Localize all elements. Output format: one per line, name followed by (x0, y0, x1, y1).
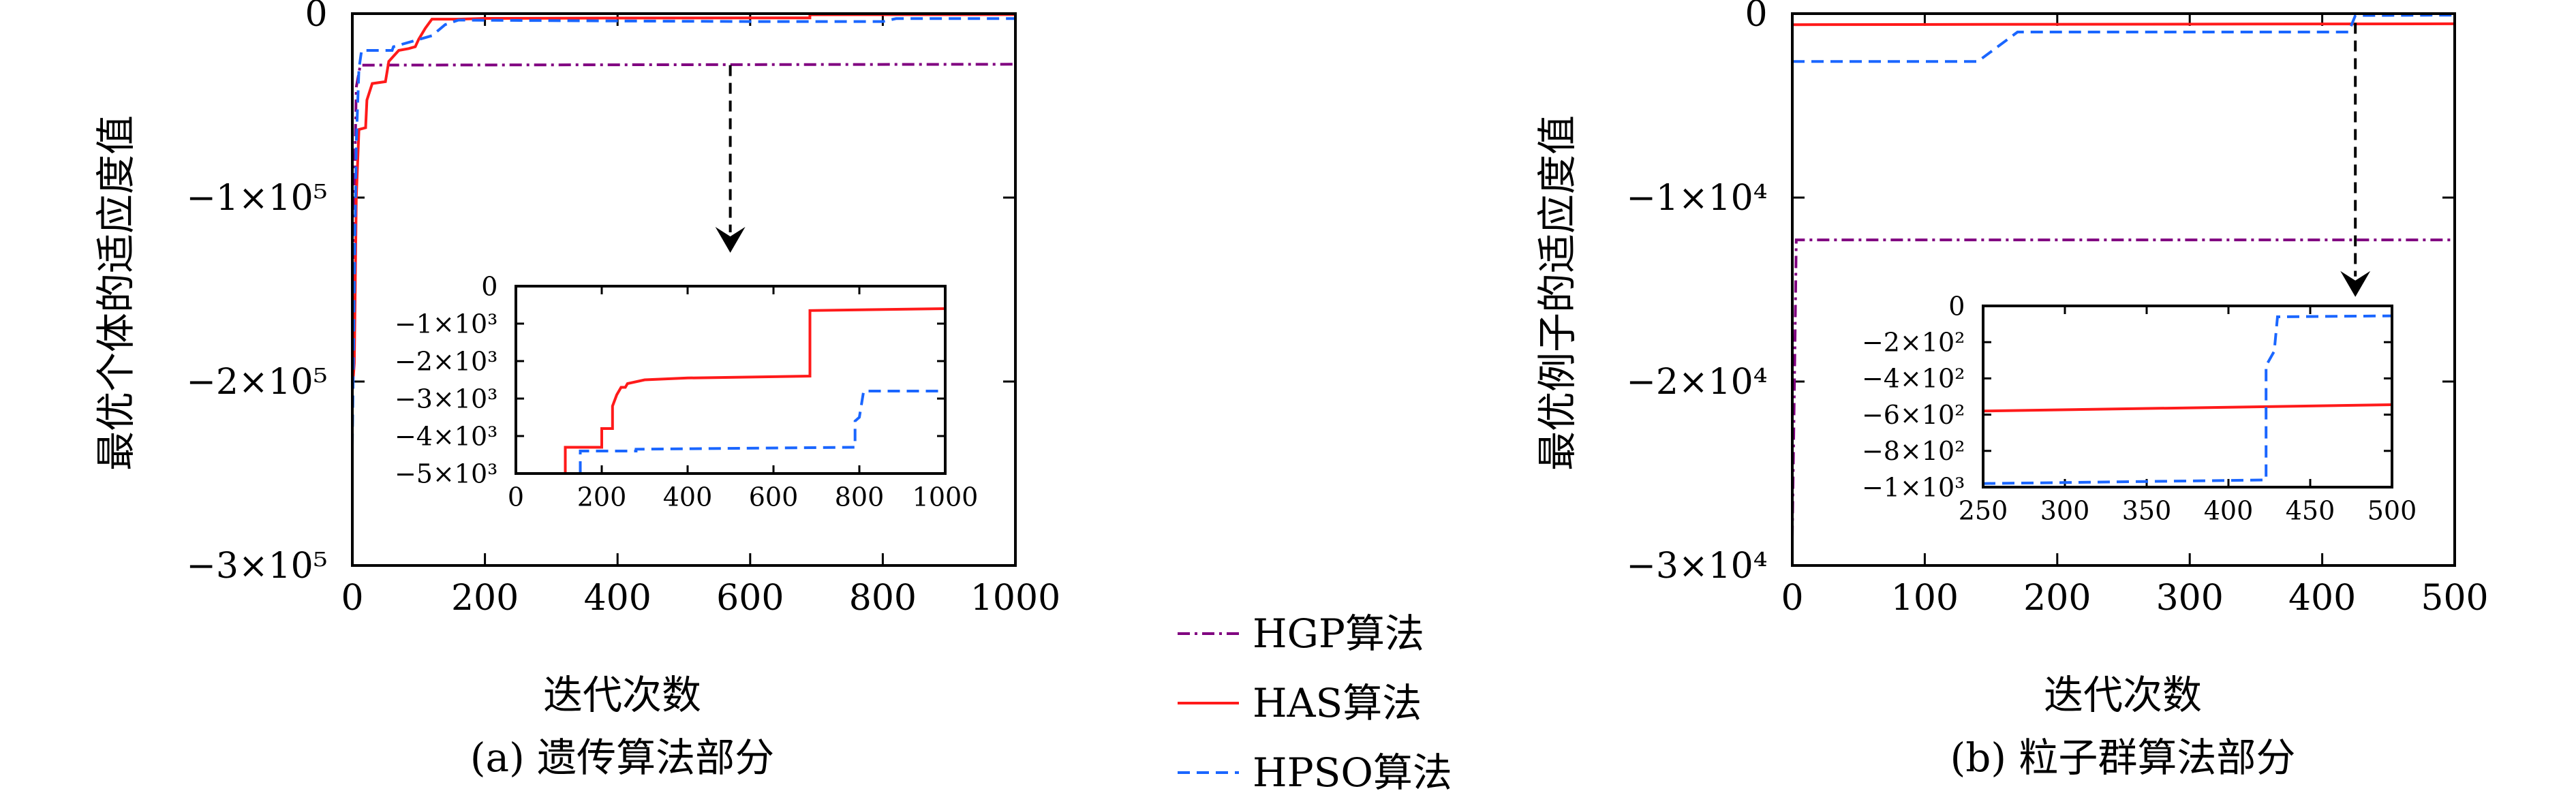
y-tick-label: −3×10⁵ (186, 546, 327, 587)
series-line (1983, 314, 2392, 485)
arrow-head (715, 227, 746, 253)
x-axis-label: 迭代次数 (2044, 672, 2202, 718)
series-line (352, 17, 1015, 446)
chart-b: 0 100 200 300 400 500 0 −1×10⁴ −2×10⁴ −3×10⁴ 250 30… (1534, 0, 2489, 781)
y-tick-label: −4×10³ (395, 421, 497, 451)
x-tick-label: 200 (451, 578, 519, 619)
x-tick-label: 250 (1959, 496, 2008, 526)
plot-area (516, 286, 945, 474)
y-tick-label: −1×10⁴ (1626, 178, 1767, 219)
x-tick-label: 200 (577, 482, 627, 512)
x-tick-label: 350 (2122, 496, 2172, 526)
series-line (352, 14, 1015, 391)
y-tick-label: −1×10⁵ (186, 178, 327, 219)
x-tick-label: 800 (849, 578, 917, 619)
series-line (1792, 14, 2455, 63)
x-tick-label: 400 (663, 482, 713, 512)
y-tick-label: −2×10⁵ (186, 362, 327, 403)
y-tick-label: −6×10² (1862, 400, 1965, 430)
x-tick-label: 500 (2421, 578, 2488, 619)
y-axis-label: 最优例子的适应度值 (1534, 115, 1580, 471)
x-tick-label: 1000 (970, 578, 1060, 619)
x-tick-label: 200 (2023, 578, 2091, 619)
y-tick-label: −8×10² (1862, 436, 1965, 466)
x-tick-label: 0 (508, 482, 524, 512)
y-tick-label: −3×10³ (395, 384, 497, 414)
y-tick-label: −5×10³ (395, 459, 497, 488)
x-tick-label: 400 (2204, 496, 2254, 526)
y-tick-label: −1×10³ (1862, 472, 1965, 502)
y-tick-label: 0 (1948, 291, 1965, 321)
legend-label: HGP算法 (1253, 610, 1424, 657)
y-tick-label: −1×10³ (395, 309, 497, 339)
series-line (1983, 403, 2392, 413)
subfigure-caption: (a) 遗传算法部分 (470, 734, 774, 781)
subfigure-caption: (b) 粒子群算法部分 (1950, 734, 2296, 781)
plot-frame (1982, 305, 2393, 488)
y-tick-label: −4×10² (1862, 364, 1965, 394)
plot-frame (351, 12, 1017, 567)
x-tick-label: 600 (716, 578, 784, 619)
series-line (564, 307, 945, 474)
x-tick-label: 500 (2367, 496, 2417, 526)
x-tick-label: 300 (2040, 496, 2090, 526)
chart-a: 0 200 400 600 800 1000 0 −1×10⁵ −2×10⁵ −3×10⁵ 0 200… (93, 0, 1060, 781)
x-tick-label: 300 (2156, 578, 2224, 619)
plot-area (1983, 306, 2392, 487)
x-tick-label: 600 (749, 482, 799, 512)
series-line (1792, 238, 2455, 538)
legend-label: HAS算法 (1253, 680, 1422, 726)
x-axis-label: 迭代次数 (543, 672, 701, 718)
plot-frame (1791, 12, 2456, 567)
x-tick-label: 400 (2288, 578, 2356, 619)
series-line (579, 390, 945, 474)
arrow-head (2340, 270, 2371, 297)
y-tick-label: 0 (1745, 0, 1768, 35)
y-tick-label: −2×10⁴ (1626, 362, 1767, 403)
x-tick-label: 450 (2286, 496, 2335, 526)
x-tick-label: 800 (835, 482, 885, 512)
legend: HGP算法 HAS算法 HPSO算法 (1178, 610, 1452, 791)
inset-chart: 250 300 350 400 450 500 0 −2×10² −4×10² −6×10² −8×… (1862, 291, 2417, 525)
x-tick-label: 0 (1781, 578, 1803, 619)
inset-chart: 0 200 400 600 800 1000 0 −1×10³ −2×10³ −3×10³ −4×1… (395, 271, 978, 512)
series-line (1792, 22, 2455, 27)
y-tick-label: −2×10² (1862, 328, 1965, 358)
x-tick-label: 100 (1891, 578, 1959, 619)
x-tick-label: 400 (584, 578, 651, 619)
y-tick-label: 0 (305, 0, 328, 35)
y-tick-label: 0 (481, 271, 497, 301)
x-tick-label: 1000 (913, 482, 979, 512)
y-tick-label: −2×10³ (395, 346, 497, 376)
x-tick-label: 0 (341, 578, 363, 619)
plot-frame (515, 285, 947, 475)
y-tick-label: −3×10⁴ (1626, 546, 1767, 587)
legend-label: HPSO算法 (1253, 749, 1452, 791)
y-axis-label: 最优个体的适应度值 (93, 115, 139, 471)
